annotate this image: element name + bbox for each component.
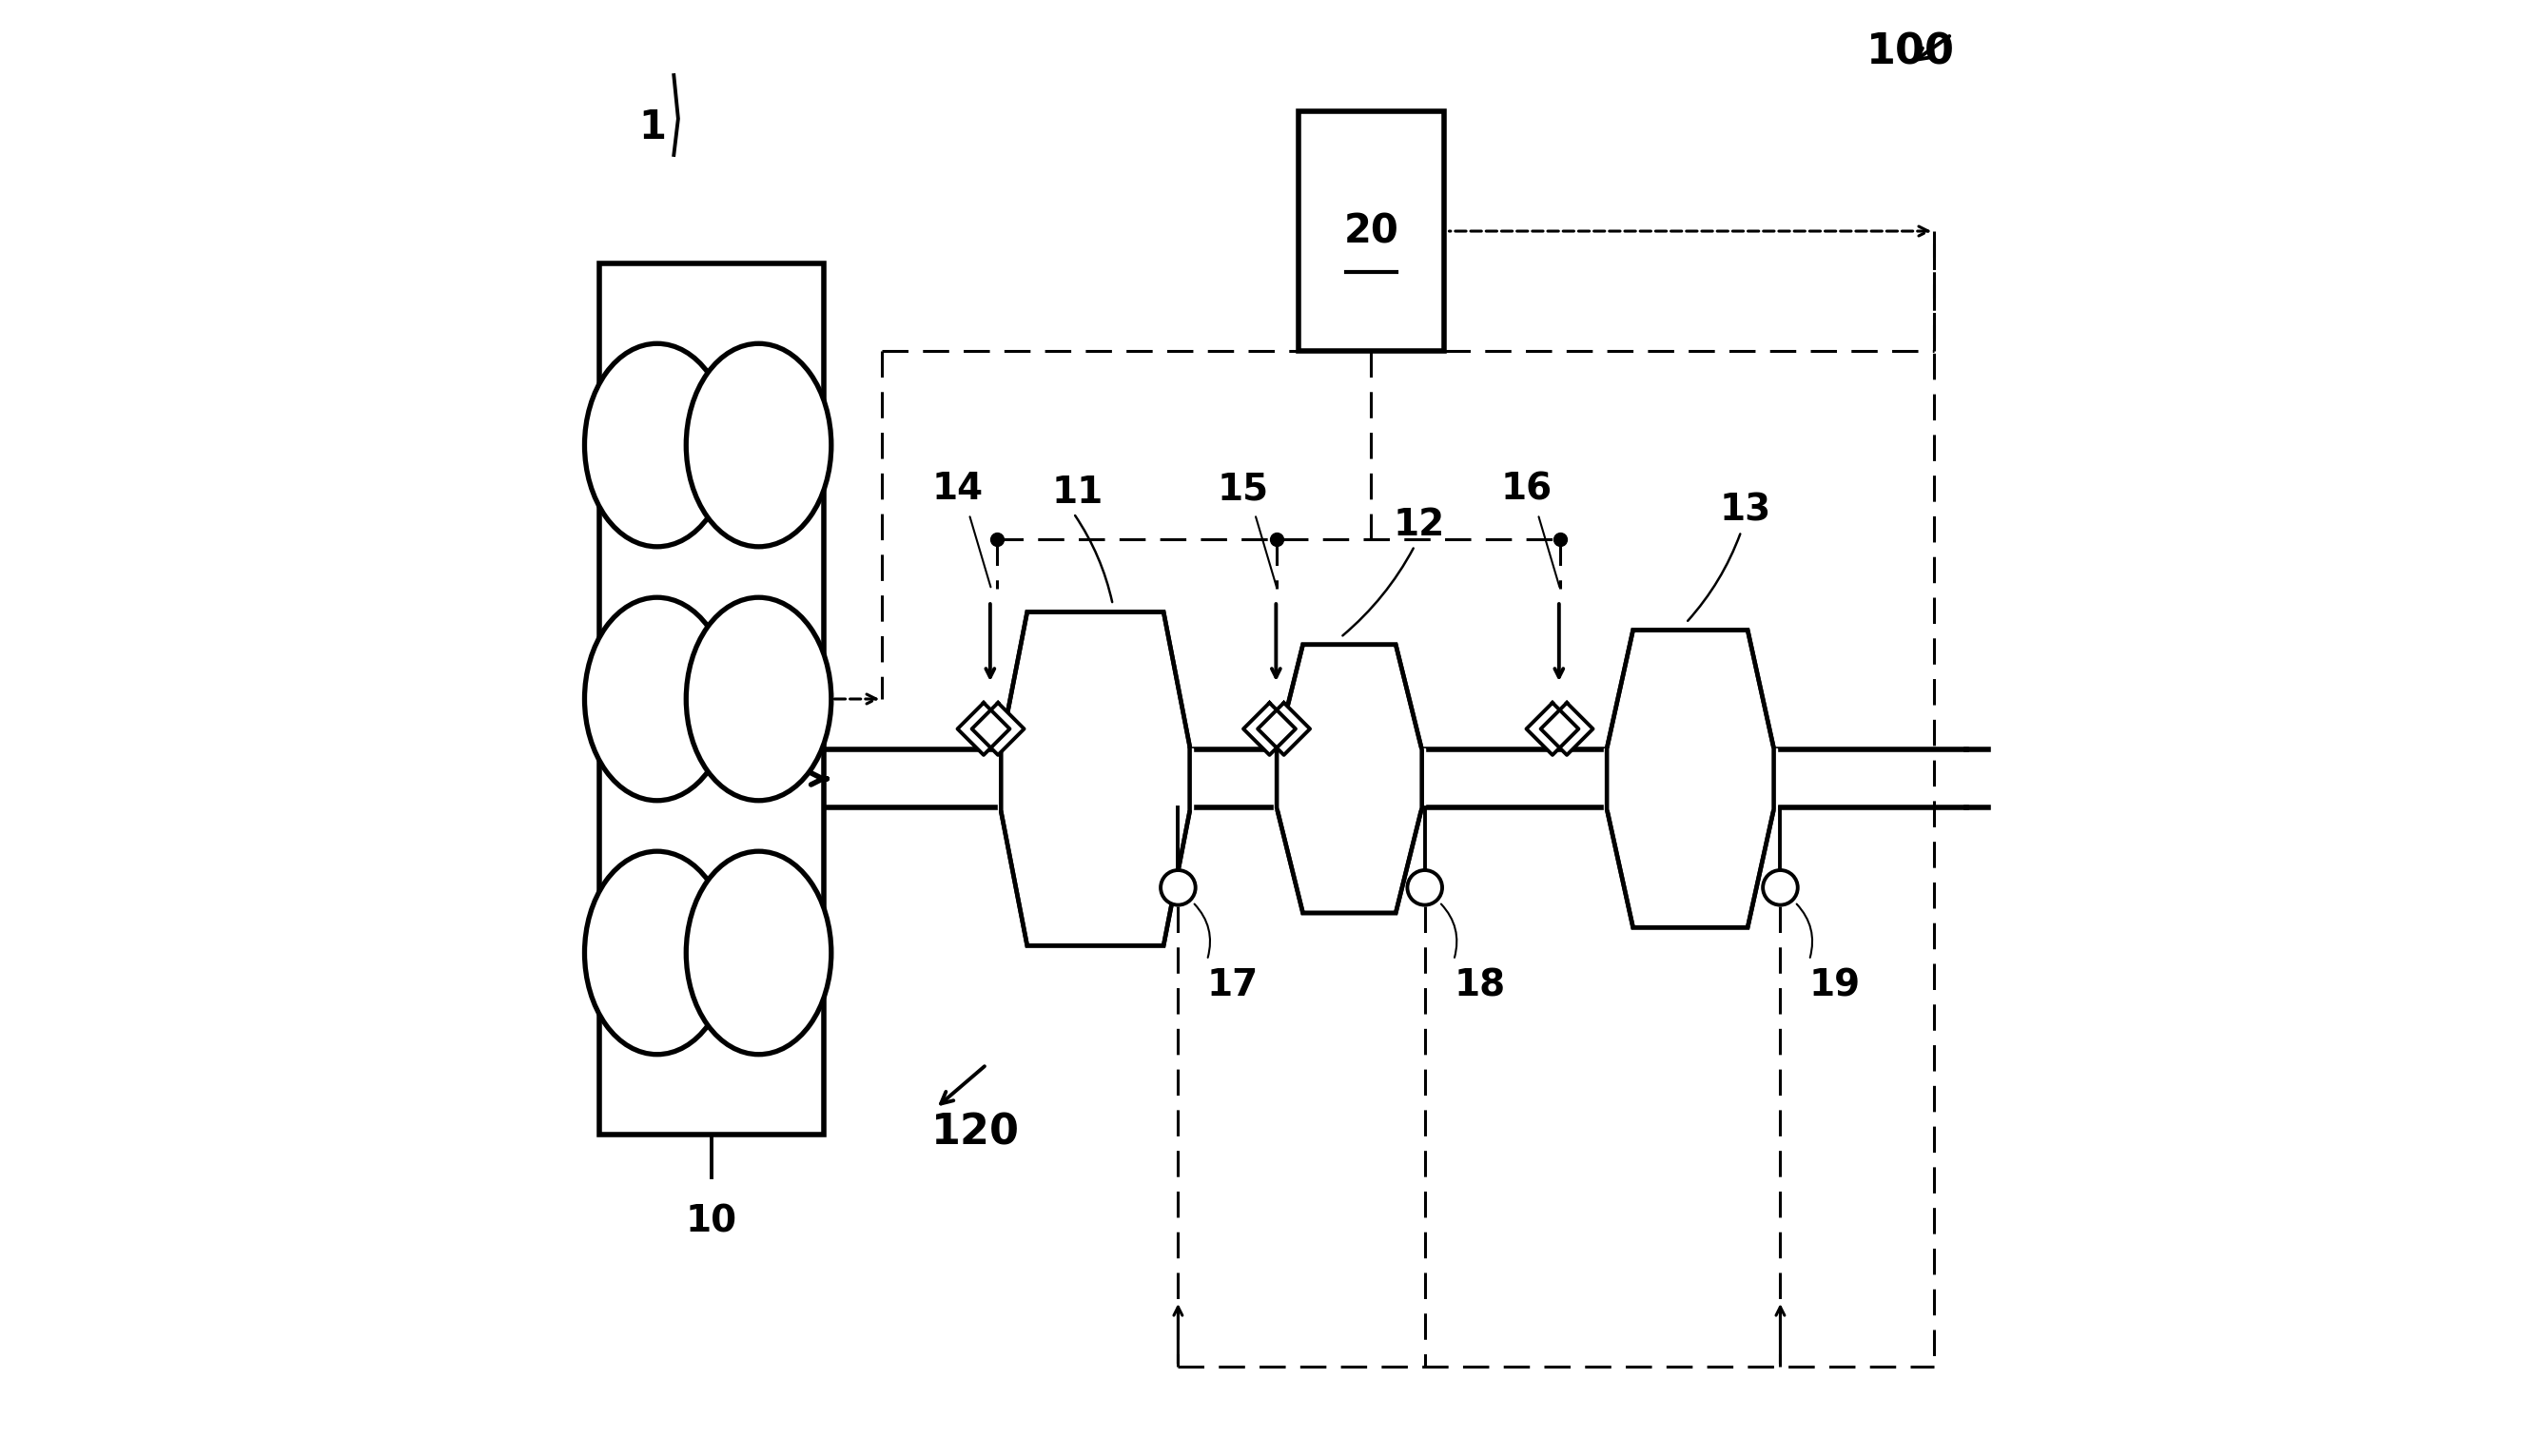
Ellipse shape <box>584 597 729 801</box>
Polygon shape <box>1607 630 1775 927</box>
Circle shape <box>1160 871 1196 906</box>
Ellipse shape <box>686 344 830 546</box>
Text: 17: 17 <box>1206 967 1259 1003</box>
Bar <box>998 748 1193 810</box>
Text: 120: 120 <box>932 1112 1021 1153</box>
Text: 11: 11 <box>1051 475 1104 511</box>
Text: 10: 10 <box>686 1203 736 1239</box>
Bar <box>1297 112 1445 351</box>
Text: 12: 12 <box>1394 507 1445 543</box>
Ellipse shape <box>584 344 729 546</box>
Circle shape <box>1407 871 1442 906</box>
Polygon shape <box>972 703 1023 756</box>
Polygon shape <box>1257 703 1310 756</box>
Bar <box>599 264 825 1134</box>
Polygon shape <box>1277 645 1422 913</box>
Ellipse shape <box>686 597 830 801</box>
Bar <box>1605 748 1777 810</box>
Text: 14: 14 <box>932 470 983 507</box>
Circle shape <box>1762 871 1798 906</box>
Text: 20: 20 <box>1343 211 1399 250</box>
Polygon shape <box>1541 703 1592 756</box>
Bar <box>1275 748 1424 810</box>
Text: 100: 100 <box>1866 32 1955 73</box>
Text: 1: 1 <box>637 108 665 147</box>
Polygon shape <box>1000 612 1191 945</box>
Text: 19: 19 <box>1810 967 1861 1003</box>
Text: 16: 16 <box>1501 470 1551 507</box>
Ellipse shape <box>584 852 729 1054</box>
Text: 15: 15 <box>1219 470 1270 507</box>
Polygon shape <box>1526 703 1579 756</box>
Polygon shape <box>1244 703 1295 756</box>
Polygon shape <box>957 703 1011 756</box>
Text: 13: 13 <box>1719 492 1772 529</box>
Ellipse shape <box>686 852 830 1054</box>
Text: 18: 18 <box>1455 967 1506 1003</box>
